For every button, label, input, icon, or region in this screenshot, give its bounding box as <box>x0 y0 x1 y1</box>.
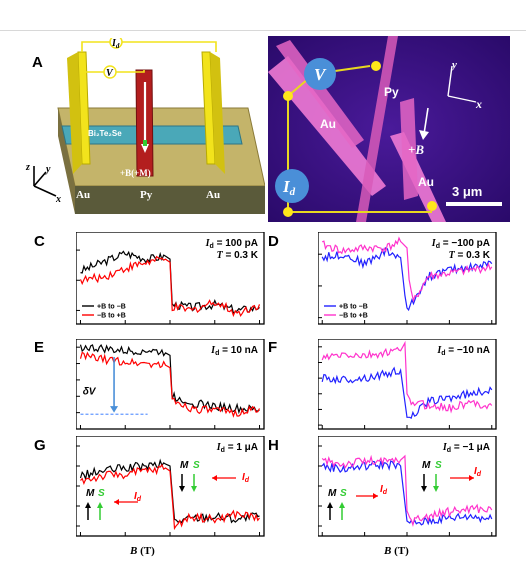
panel-d-letter: D <box>268 233 279 250</box>
panel-f-letter: F <box>268 339 278 356</box>
au-lead-1 <box>268 56 386 196</box>
series-f-1 <box>321 340 493 414</box>
panel-a-letter: A <box>32 54 43 71</box>
svg-text:Au: Au <box>206 189 220 201</box>
svg-text:x: x <box>55 194 61 205</box>
annotation: T = 0.3 K <box>449 250 491 261</box>
panel-b-micrograph: V Id Py Au Au +B y x 3 μm <box>268 36 510 222</box>
panel-c-letter: C <box>34 233 45 250</box>
moment-label-left: M <box>86 488 95 499</box>
current-arrow-left-head <box>114 499 119 505</box>
spin-label-left: S <box>340 488 347 499</box>
svg-text:Au: Au <box>320 117 336 131</box>
moment-label-right: M <box>180 460 189 471</box>
chart-d: 1.00.0-1.0V (μV)Id = −100 pAT = 0.3 K+B … <box>318 232 497 325</box>
series-f-0 <box>321 366 493 419</box>
spin-label-right: S <box>193 460 200 471</box>
current-label-left: Id <box>134 491 142 503</box>
moment-arrow-right-head <box>179 486 185 492</box>
chart-c: 2.01.00.0V (μV)Id = 100 pAT = 0.3 K+B to… <box>76 232 265 325</box>
scale-bar <box>446 202 502 206</box>
header-divider <box>0 30 526 31</box>
svg-text:Bi₂Te₂Se: Bi₂Te₂Se <box>88 129 122 138</box>
moment-arrow-left-head <box>327 502 333 508</box>
svg-text:+B: +B <box>408 142 424 157</box>
annotation: Id = 100 pA <box>205 238 258 250</box>
svg-text:Id: Id <box>282 177 296 198</box>
annotation: Id = 10 nA <box>210 345 258 357</box>
legend-label: +B to −B <box>97 304 126 311</box>
moment-label-right: M <box>422 460 431 471</box>
svg-text:3 μm: 3 μm <box>452 184 482 199</box>
spin-arrow-right-head <box>433 486 439 492</box>
annotation: Id = −1 μA <box>442 442 490 454</box>
svg-text:Au: Au <box>76 189 90 201</box>
current-label-right: Id <box>242 472 250 484</box>
delta-v-arrowhead <box>110 406 119 413</box>
substrate-side <box>58 108 75 214</box>
spin-arrow-left-head <box>339 502 345 508</box>
substrate-front <box>75 186 265 214</box>
delta-v-label: δV <box>83 387 97 398</box>
svg-text:+B(+M): +B(+M) <box>120 168 151 178</box>
spin-label-right: S <box>435 460 442 471</box>
annotation: Id = 1 μA <box>216 442 258 454</box>
annotation: Id = −100 pA <box>431 238 490 250</box>
series-d-1 <box>322 236 493 303</box>
svg-text:V: V <box>106 68 114 79</box>
current-label-left: Id <box>380 484 388 496</box>
svg-text:Id: Id <box>111 38 120 50</box>
moment-arrow-right-head <box>421 486 427 492</box>
legend-label: −B to +B <box>339 313 368 320</box>
svg-text:z: z <box>25 162 30 173</box>
panel-h-letter: H <box>268 437 279 454</box>
svg-text:Py: Py <box>140 189 153 201</box>
panel-e-letter: E <box>34 339 45 356</box>
current-wire <box>81 41 217 52</box>
series-c-0 <box>80 250 260 314</box>
py-strip <box>356 36 398 222</box>
x-axis-label-right: B (T) <box>384 545 409 557</box>
legend-label: +B to −B <box>339 304 368 311</box>
svg-text:V: V <box>314 65 327 84</box>
current-label-right: Id <box>474 466 482 478</box>
spin-label-left: S <box>98 488 105 499</box>
current-arrow-right-head <box>212 475 217 481</box>
panel-b-axes-icon: y x <box>447 59 482 111</box>
svg-text:Py: Py <box>384 85 399 99</box>
annotation: T = 0.3 K <box>217 250 259 261</box>
svg-text:Au: Au <box>418 175 434 189</box>
series-g-1 <box>80 463 260 531</box>
chart-g: 13301328132613241322V (μV)-0.4-0.20.00.2… <box>76 436 265 537</box>
au-left-electrode-side <box>67 52 82 174</box>
voltage-wire <box>82 70 145 73</box>
series-e-0 <box>79 344 260 415</box>
legend-label: −B to +B <box>97 313 126 320</box>
svg-text:y: y <box>450 59 457 71</box>
x-axis-label-left: B (T) <box>130 545 155 557</box>
series-e-1 <box>79 351 261 418</box>
annotation: Id = −10 nA <box>436 345 490 357</box>
current-arrow-right-head <box>469 475 474 481</box>
svg-text:y: y <box>45 164 51 175</box>
moment-label-left: M <box>328 488 337 499</box>
current-arrow-left-head <box>373 493 378 499</box>
panel-g-letter: G <box>34 437 46 454</box>
chart-h: -1338-1340-1342-1344-1346V (μV)-0.4-0.20… <box>318 436 497 537</box>
panel-a-axes-icon: z y x <box>25 162 61 205</box>
series-h-0 <box>321 460 493 526</box>
series-g-0 <box>79 458 260 524</box>
chart-f: -16-18-20-22-24-26V (μV)Id = −10 nA <box>318 339 497 430</box>
series-c-1 <box>79 255 261 318</box>
series-h-1 <box>321 454 493 527</box>
panel-a-schematic: Id V Bi₂Te₂Se +B(+M) Au Py Au z y x <box>25 38 265 214</box>
spin-arrow-left-head <box>97 502 103 508</box>
series-d-0 <box>321 246 493 312</box>
spin-arrow-right-head <box>191 486 197 492</box>
au-right-electrode-side <box>210 52 225 174</box>
moment-arrow-left-head <box>85 502 91 508</box>
svg-text:x: x <box>475 97 482 111</box>
